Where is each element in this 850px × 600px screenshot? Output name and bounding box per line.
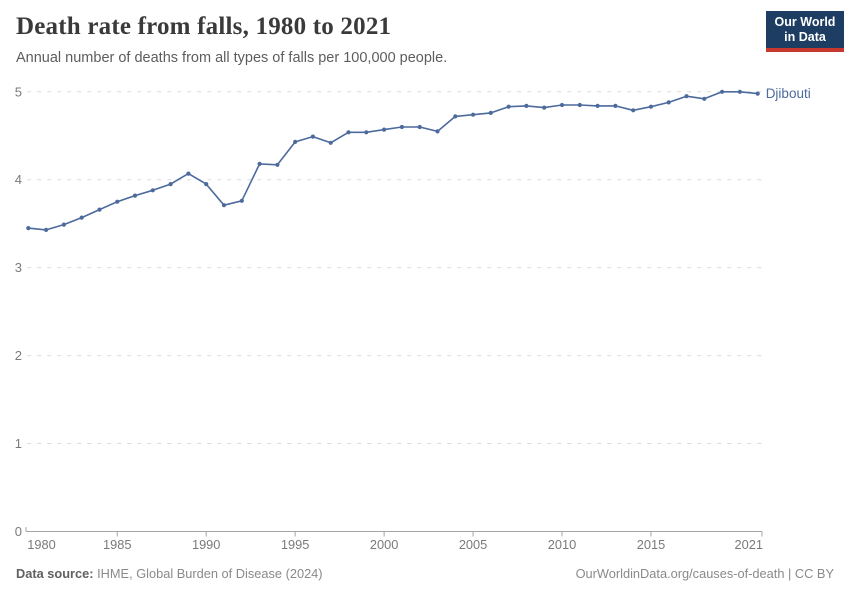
y-tick-label: 5	[15, 84, 22, 99]
data-source-value: IHME, Global Burden of Disease (2024)	[93, 566, 323, 581]
x-tick-label: 1990	[192, 537, 220, 552]
data-point[interactable]	[755, 91, 760, 96]
credit-line: OurWorldinData.org/causes-of-death | CC …	[575, 566, 834, 581]
data-point[interactable]	[542, 105, 547, 110]
data-point[interactable]	[61, 222, 66, 227]
data-point[interactable]	[471, 112, 476, 117]
x-tick-label: 2000	[370, 537, 398, 552]
data-point[interactable]	[737, 89, 743, 94]
data-point[interactable]	[115, 199, 120, 204]
data-point[interactable]	[559, 102, 565, 108]
data-point[interactable]	[132, 193, 138, 198]
data-point[interactable]	[382, 127, 387, 132]
data-point[interactable]	[257, 161, 262, 166]
data-point[interactable]	[595, 103, 600, 108]
series-label-djibouti[interactable]: Djibouti	[766, 86, 811, 101]
x-tick-label: 2010	[548, 537, 576, 552]
data-point[interactable]	[524, 103, 529, 108]
owid-logo: Our World in Data	[766, 11, 844, 52]
y-tick-label: 0	[15, 524, 22, 539]
x-tick-label: 1980	[27, 537, 55, 552]
chart-subtitle: Annual number of deaths from all types o…	[16, 50, 448, 66]
data-point[interactable]	[702, 96, 707, 101]
data-point[interactable]	[506, 104, 511, 109]
data-point[interactable]	[310, 134, 315, 139]
data-point[interactable]	[328, 140, 333, 145]
data-point[interactable]	[666, 100, 671, 105]
data-point[interactable]	[97, 207, 102, 212]
data-point[interactable]	[221, 203, 227, 208]
x-tick-label: 2015	[637, 537, 665, 552]
data-point[interactable]	[186, 171, 191, 176]
data-point[interactable]	[79, 215, 84, 220]
data-point[interactable]	[293, 139, 298, 144]
data-point[interactable]	[577, 102, 582, 108]
chart-footer: Data source: IHME, Global Burden of Dise…	[16, 566, 834, 581]
data-point[interactable]	[488, 110, 493, 115]
series-line-djibouti[interactable]	[28, 91, 758, 231]
data-source-label: Data source:	[16, 566, 94, 581]
x-tick-label: 2021	[735, 537, 763, 552]
data-point[interactable]	[26, 226, 31, 231]
x-tick-label: 1995	[281, 537, 309, 552]
data-point[interactable]	[435, 129, 440, 134]
x-tick-label: 2005	[459, 537, 487, 552]
data-point[interactable]	[44, 227, 49, 232]
page-title: Death rate from falls, 1980 to 2021	[16, 13, 392, 40]
data-point[interactable]	[417, 124, 422, 130]
data-point[interactable]	[648, 104, 654, 109]
data-point[interactable]	[399, 124, 404, 130]
data-point[interactable]	[239, 198, 244, 203]
logo-line2: in Data	[784, 29, 826, 44]
data-point[interactable]	[275, 162, 280, 167]
data-point[interactable]	[204, 182, 209, 187]
y-tick-label: 3	[15, 260, 22, 275]
data-point[interactable]	[684, 94, 689, 99]
x-tick-label: 1985	[103, 537, 131, 552]
y-tick-label: 2	[15, 348, 22, 363]
data-point[interactable]	[364, 130, 369, 135]
data-point[interactable]	[720, 89, 725, 94]
data-point[interactable]	[631, 108, 636, 113]
data-point[interactable]	[168, 182, 173, 187]
data-point[interactable]	[150, 188, 155, 193]
y-tick-label: 4	[15, 172, 22, 187]
y-tick-label: 1	[15, 436, 22, 451]
logo-line1: Our World	[774, 14, 836, 29]
data-point[interactable]	[346, 130, 351, 135]
data-point[interactable]	[453, 114, 458, 119]
data-source: Data source: IHME, Global Burden of Dise…	[16, 566, 323, 581]
data-point[interactable]	[613, 103, 618, 108]
